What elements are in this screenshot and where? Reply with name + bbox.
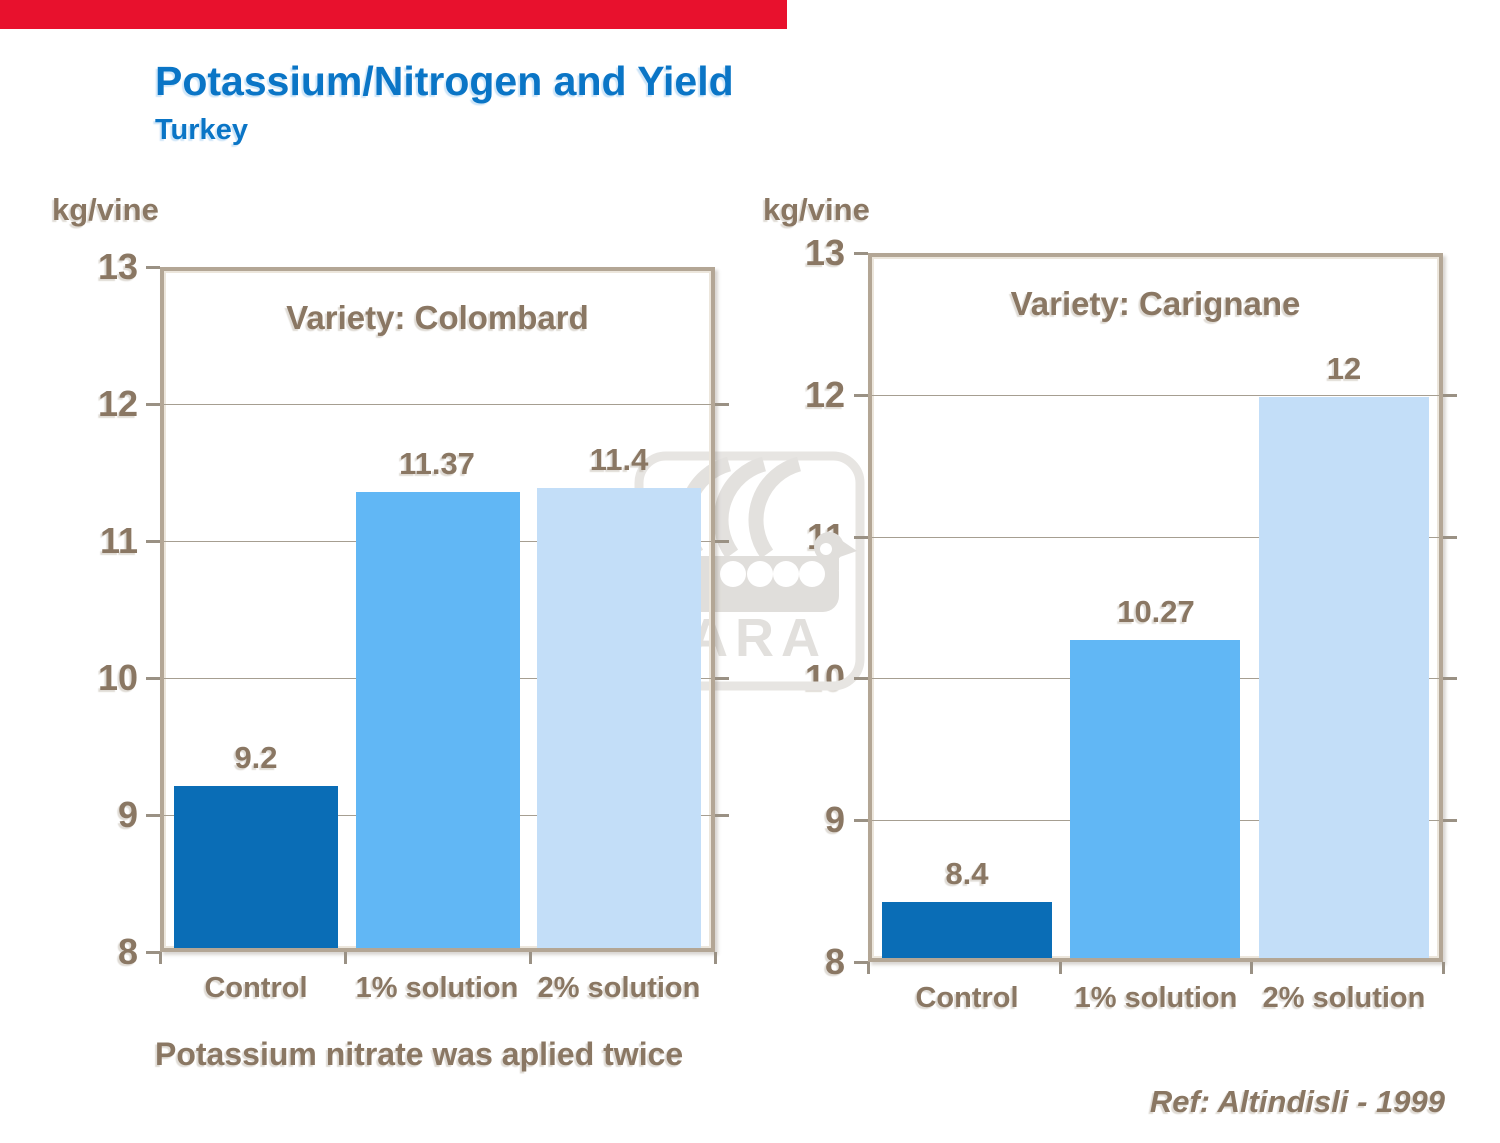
y-tick (854, 536, 868, 539)
bar-value-label: 11.4 (589, 442, 649, 477)
y-tick-right (1443, 819, 1457, 822)
bar-control (882, 902, 1052, 958)
y-tick (854, 819, 868, 822)
y-tick (854, 677, 868, 680)
y-tick-right (715, 814, 729, 817)
category-label-control: Control (915, 982, 1019, 1014)
y-axis-label: 9 (824, 799, 845, 840)
category-label-2-solution: 2% solution (1262, 982, 1426, 1014)
chart-title: Variety: Carignane (1010, 285, 1301, 322)
bar-2-solution (1259, 397, 1429, 958)
y-axis-label: 9 (117, 794, 138, 835)
bar-value-label: 11.37 (399, 446, 475, 481)
category-label-2-solution: 2% solution (537, 972, 701, 1004)
y-axis-label: 8 (117, 931, 138, 972)
y-tick-right (1443, 677, 1457, 680)
bar-value-label: 9.2 (234, 740, 278, 775)
gridline (164, 404, 711, 405)
y-axis-label: 10 (97, 657, 138, 698)
y-tick (146, 266, 160, 269)
y-axis-label: 11 (99, 520, 138, 561)
y-axis-label: 12 (97, 383, 138, 424)
x-tick (714, 952, 717, 964)
bar-control (174, 786, 338, 948)
x-tick (529, 952, 532, 964)
axis-unit-label: kg/vine (52, 192, 159, 227)
y-tick-right (715, 540, 729, 543)
y-axis-label: 13 (804, 232, 845, 273)
y-axis-label: 8 (824, 941, 845, 982)
y-axis-label: 13 (97, 246, 138, 287)
x-tick (1059, 962, 1062, 974)
bar-value-label: 12 (1326, 351, 1362, 386)
reference-text: Ref: Altindisli - 1999 (1149, 1084, 1445, 1119)
bar-1-solution (356, 492, 520, 948)
y-tick (854, 252, 868, 255)
y-tick (146, 814, 160, 817)
bar-value-label: 8.4 (945, 856, 989, 891)
slide-subtitle: Turkey (155, 114, 248, 146)
plot-area (160, 267, 715, 952)
note-text: Potassium nitrate was aplied twice (155, 1036, 684, 1072)
plot-area (868, 253, 1443, 962)
x-tick (159, 952, 162, 964)
y-tick (146, 403, 160, 406)
y-tick (146, 951, 160, 954)
y-tick-right (1443, 536, 1457, 539)
x-tick (344, 952, 347, 964)
bar-2-solution (537, 488, 701, 948)
y-tick (146, 677, 160, 680)
y-axis-label: 12 (804, 374, 845, 415)
chart-title: Variety: Colombard (286, 299, 589, 336)
category-label-control: Control (204, 972, 308, 1004)
y-axis-label: 10 (804, 657, 845, 698)
category-label-1-solution: 1% solution (1074, 982, 1238, 1014)
gridline (872, 537, 1439, 538)
slide-title: Potassium/Nitrogen and Yield (155, 58, 734, 104)
bar-1-solution (1070, 640, 1240, 958)
axis-unit-label: kg/vine (763, 192, 870, 227)
y-tick (854, 961, 868, 964)
y-tick (854, 394, 868, 397)
x-tick (1442, 962, 1445, 974)
y-tick-right (1443, 394, 1457, 397)
category-label-1-solution: 1% solution (355, 972, 519, 1004)
y-tick-right (715, 403, 729, 406)
bar-value-label: 10.27 (1117, 594, 1195, 629)
top-red-bar (0, 0, 787, 29)
y-tick (146, 540, 160, 543)
y-tick-right (715, 677, 729, 680)
x-tick (867, 962, 870, 974)
x-tick (1250, 962, 1253, 974)
gridline (872, 395, 1439, 396)
